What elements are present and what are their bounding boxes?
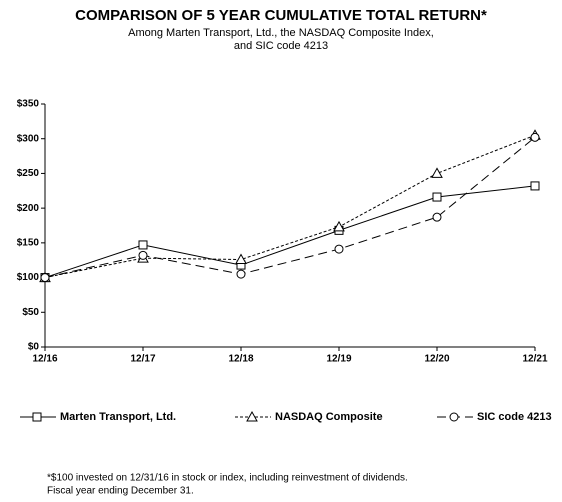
marker	[432, 212, 442, 222]
y-tick-label: $300	[17, 133, 40, 144]
x-tick-label: 12/21	[522, 354, 547, 365]
legend-label: NASDAQ Composite	[275, 411, 383, 423]
y-tick-label: $200	[17, 203, 40, 214]
footnote: Fiscal year ending December 31.	[47, 486, 194, 497]
legend-label: Marten Transport, Ltd.	[60, 411, 176, 423]
y-tick-label: $50	[22, 307, 39, 318]
y-tick-label: $350	[17, 99, 40, 110]
marker	[40, 273, 50, 283]
series-line	[44, 134, 536, 279]
marker	[432, 192, 442, 202]
chart-title: COMPARISON OF 5 YEAR CUMULATIVE TOTAL RE…	[75, 7, 487, 24]
marker	[333, 220, 345, 232]
y-tick-label: $150	[17, 237, 40, 248]
y-tick-label: $0	[28, 342, 40, 353]
legend-marker	[246, 410, 258, 422]
x-tick-label: 12/20	[424, 354, 449, 365]
marker	[334, 244, 344, 254]
series-line	[44, 136, 536, 279]
x-tick-label: 12/16	[32, 354, 57, 365]
series-line	[44, 185, 536, 279]
legend-label: SIC code 4213	[477, 411, 552, 423]
legend-marker	[449, 412, 459, 422]
chart-subtitle: Among Marten Transport, Ltd., the NASDAQ…	[128, 27, 434, 39]
x-tick-label: 12/17	[130, 354, 155, 365]
marker	[236, 269, 246, 279]
marker	[138, 240, 148, 250]
y-tick-label: $250	[17, 168, 40, 179]
marker	[235, 253, 247, 265]
marker	[138, 250, 148, 260]
y-tick-label: $100	[17, 272, 40, 283]
x-tick-label: 12/19	[326, 354, 351, 365]
marker	[530, 132, 540, 142]
footnote: *$100 invested on 12/31/16 in stock or i…	[47, 473, 408, 484]
marker	[431, 167, 443, 178]
legend-marker	[32, 412, 42, 422]
x-tick-label: 12/18	[228, 354, 253, 365]
marker	[530, 181, 540, 191]
chart-subtitle: and SIC code 4213	[234, 40, 328, 52]
